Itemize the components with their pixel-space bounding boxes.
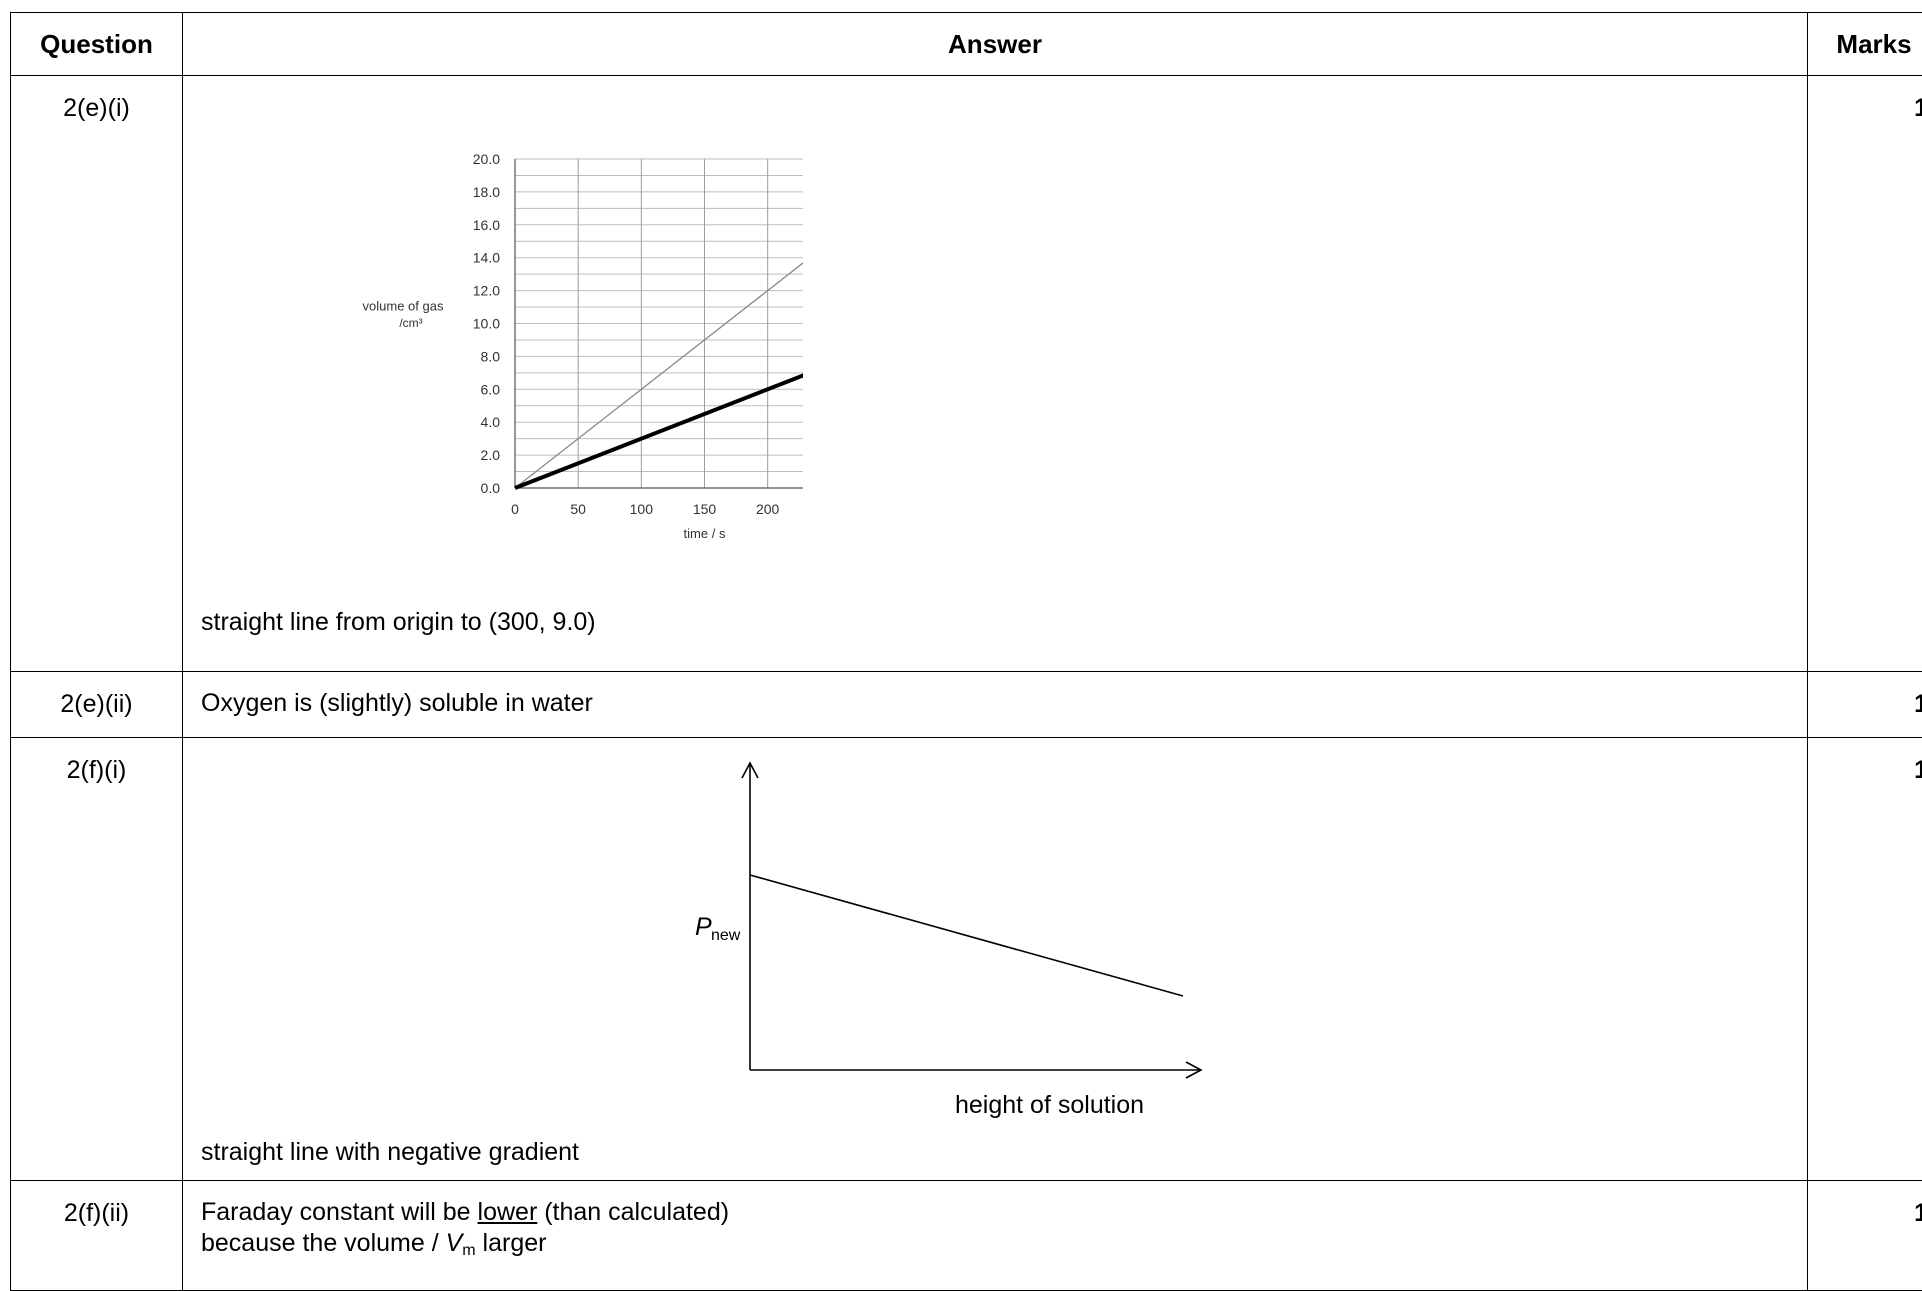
y-tick-label: 6.0 — [481, 381, 501, 397]
y-axis-label-subscript: new — [711, 927, 741, 944]
underlined-word: lower — [478, 1198, 538, 1226]
y-tick-label: 16.0 — [473, 217, 500, 233]
answer-text: straight line from origin to (300, 9.0) — [201, 608, 596, 637]
y-tick-label: 18.0 — [473, 184, 500, 200]
y-tick-label: 2.0 — [481, 447, 501, 463]
y-tick-label: 14.0 — [473, 250, 500, 266]
x-tick-label: 200 — [756, 501, 780, 517]
thick-data-line — [515, 340, 803, 488]
answer-text: straight line with negative gradient — [201, 1138, 579, 1167]
y-tick-label: 20.0 — [473, 151, 500, 167]
y-tick-label: 0.0 — [481, 480, 501, 496]
table-row: 2(e)(ii) Oxygen is (slightly) soluble in… — [11, 672, 1922, 738]
answer-cell: 0.0 2.0 4.0 6.0 8.0 10.0 12.0 14.0 16.0 18.0 20.0 0… — [183, 76, 1808, 672]
question-number: 2(e)(ii) — [11, 672, 183, 738]
mark-scheme-table: Question Answer Marks 2(e)(i) 0.0 2.0 4.0 6… — [10, 12, 1922, 1291]
answer-text: Faraday constant will be lower (than cal… — [183, 1181, 1807, 1266]
marks-value: 1 — [1808, 738, 1922, 1181]
header-row: Question Answer Marks — [11, 13, 1922, 76]
x-tick-label: 50 — [570, 501, 586, 517]
x-tick-label: 0 — [511, 501, 519, 517]
x-tick-label: 150 — [693, 501, 717, 517]
question-number: 2(f)(ii) — [11, 1181, 183, 1291]
question-header: Question — [11, 13, 183, 76]
table-row: 2(f)(i) P new height of solution straigh… — [11, 738, 1922, 1181]
marks-value: 1 — [1808, 76, 1922, 672]
y-tick-label: 8.0 — [481, 348, 501, 364]
volume-time-chart: 0.0 2.0 4.0 6.0 8.0 10.0 12.0 14.0 16.0 18.0 20.0 0… — [183, 76, 803, 596]
answer-cell: P new height of solution straight line w… — [183, 738, 1808, 1181]
marks-value: 1 — [1808, 1181, 1922, 1291]
table-row: 2(f)(ii) Faraday constant will be lower … — [11, 1181, 1922, 1291]
y-tick-label: 10.0 — [473, 316, 500, 332]
y-tick-label: 12.0 — [473, 283, 500, 299]
y-axis-label: volume of gas — [363, 298, 444, 313]
answer-text: Oxygen is (slightly) soluble in water — [183, 672, 1807, 719]
question-number: 2(e)(i) — [11, 76, 183, 672]
x-axis-label: height of solution — [955, 1091, 1144, 1119]
answer-header: Answer — [183, 13, 1808, 76]
y-tick-label: 4.0 — [481, 414, 501, 430]
variable-v: V — [446, 1229, 463, 1257]
pnew-height-sketch: P new height of solution — [183, 738, 1283, 1138]
y-axis-label-unit: /cm³ — [399, 316, 422, 330]
marks-value: 1 — [1808, 672, 1922, 738]
question-number: 2(f)(i) — [11, 738, 183, 1181]
table-row: 2(e)(i) 0.0 2.0 4.0 6.0 8.0 10.0 12.0 14.0 16.0 1… — [11, 76, 1922, 672]
y-axis-label: P — [695, 913, 712, 941]
x-axis-label: time / s — [684, 526, 726, 541]
negative-gradient-line — [750, 875, 1183, 996]
marks-header: Marks — [1808, 13, 1922, 76]
answer-cell: Oxygen is (slightly) soluble in water — [183, 672, 1808, 738]
x-tick-label: 100 — [630, 501, 654, 517]
answer-cell: Faraday constant will be lower (than cal… — [183, 1181, 1808, 1291]
